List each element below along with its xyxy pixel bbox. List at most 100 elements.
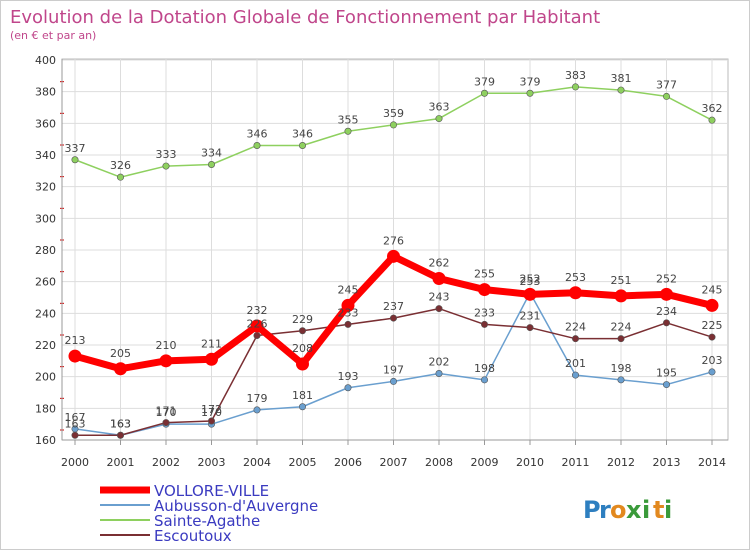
x-tick-label-2007: 2007 xyxy=(380,456,408,469)
data-label-3-2007: 237 xyxy=(383,300,404,313)
series-point-1-2013 xyxy=(662,381,670,389)
series-point-0-2001 xyxy=(114,362,127,376)
series-point-2-2002 xyxy=(162,162,170,170)
data-label-1-2001: 163 xyxy=(110,417,131,430)
series-point-1-2009 xyxy=(480,376,488,384)
series-point-2-2008 xyxy=(435,115,443,123)
series-point-2-2006 xyxy=(344,127,352,135)
data-label-2-2008: 363 xyxy=(429,101,450,114)
data-label-2-2014: 362 xyxy=(702,102,723,115)
data-label-2-2000: 337 xyxy=(65,142,86,155)
data-label-2-2005: 346 xyxy=(292,128,313,141)
data-label-0-2009: 255 xyxy=(474,268,495,281)
x-tick-label-2011: 2011 xyxy=(562,456,590,469)
legend: VOLLORE-VILLEAubusson-d'AuvergneSainte-A… xyxy=(100,482,318,545)
series-point-0-2009 xyxy=(478,283,491,297)
data-label-2-2002: 333 xyxy=(156,148,177,161)
x-tick-label-2012: 2012 xyxy=(607,456,635,469)
data-label-1-2010: 253 xyxy=(520,275,541,288)
data-label-1-2013: 195 xyxy=(656,367,677,380)
data-label-2-2013: 377 xyxy=(656,78,677,91)
data-label-0-2004: 232 xyxy=(247,304,268,317)
legend-label-2: Sainte-Agathe xyxy=(154,512,260,530)
series-point-3-2004 xyxy=(253,331,261,339)
series-point-2-2005 xyxy=(298,142,306,150)
series-point-3-2007 xyxy=(389,314,397,322)
y-tick-label-260: 260 xyxy=(35,276,56,289)
y-tick-label-160: 160 xyxy=(35,434,56,447)
data-label-3-2000: 163 xyxy=(65,417,86,430)
series-point-0-2008 xyxy=(432,272,446,285)
logo-letter: i xyxy=(664,496,672,524)
y-tick-label-300: 300 xyxy=(35,212,56,225)
series-point-1-2005 xyxy=(298,403,306,411)
chart-title: Evolution de la Dotation Globale de Fonc… xyxy=(10,7,600,28)
data-label-3-2012: 224 xyxy=(611,321,632,334)
data-label-3-2009: 233 xyxy=(474,306,495,319)
data-label-2-2009: 379 xyxy=(474,75,495,88)
data-label-1-2006: 193 xyxy=(338,370,359,383)
data-label-3-2011: 224 xyxy=(565,321,586,334)
series-point-0-2014 xyxy=(705,298,719,312)
data-label-2-2011: 383 xyxy=(565,69,586,82)
data-label-1-2012: 198 xyxy=(611,362,632,375)
series-point-0-2013 xyxy=(660,287,673,301)
series-point-3-2006 xyxy=(344,320,352,328)
x-tick-label-2002: 2002 xyxy=(152,456,180,469)
axes: 160 180 200 220 240 260 280 300 320 340 360 380 400 2… xyxy=(35,54,728,469)
series-point-0-2006 xyxy=(341,298,355,312)
data-label-2-2012: 381 xyxy=(611,72,632,85)
series-point-2-2012 xyxy=(617,86,625,94)
series-point-2-2004 xyxy=(253,142,261,150)
series-point-2-2009 xyxy=(480,89,488,97)
x-tick-label-2008: 2008 xyxy=(425,456,453,469)
series-point-0-2003 xyxy=(205,352,218,366)
data-label-1-2008: 202 xyxy=(429,356,450,369)
series-point-2-2001 xyxy=(117,173,125,181)
data-labels: 337 326 333 334 346 346 355 359 363 379 379 383 381 3… xyxy=(65,69,723,430)
x-tick-label-2000: 2000 xyxy=(61,456,89,469)
data-label-0-2014: 245 xyxy=(702,283,723,296)
data-label-1-2002: 170 xyxy=(156,406,177,419)
y-tick-label-360: 360 xyxy=(35,117,56,130)
data-label-3-2004: 226 xyxy=(247,318,268,331)
data-label-3-2014: 225 xyxy=(702,319,723,332)
logo-letter: r xyxy=(599,496,611,524)
x-tick-label-2013: 2013 xyxy=(653,456,681,469)
x-tick-label-2009: 2009 xyxy=(471,456,499,469)
data-label-3-2005: 229 xyxy=(292,313,313,326)
series-point-2-2007 xyxy=(389,121,397,129)
series-point-3-2012 xyxy=(617,335,625,343)
series-point-0-2012 xyxy=(614,289,628,303)
series-point-2-2010 xyxy=(526,89,534,97)
data-label-1-2014: 203 xyxy=(702,354,723,367)
data-label-2-2007: 359 xyxy=(383,107,404,120)
series-point-3-2010 xyxy=(526,324,534,332)
series-point-3-2005 xyxy=(298,327,306,335)
data-label-3-2001: 163 xyxy=(110,417,131,430)
series-point-0-2004 xyxy=(250,319,264,333)
data-label-1-2004: 179 xyxy=(247,392,268,405)
series-point-2-2011 xyxy=(571,83,579,91)
x-tick-label-2004: 2004 xyxy=(243,456,271,469)
series-point-1-2006 xyxy=(344,384,352,392)
series-point-3-2008 xyxy=(435,305,443,313)
data-label-1-2009: 198 xyxy=(474,362,495,375)
series-point-0-2011 xyxy=(569,286,582,300)
x-tick-label-2006: 2006 xyxy=(334,456,362,469)
series-point-2-2014 xyxy=(708,116,716,124)
y-tick-label-380: 380 xyxy=(35,86,56,99)
data-label-3-2006: 233 xyxy=(338,306,359,319)
data-label-0-2013: 252 xyxy=(656,272,677,285)
series-point-1-2014 xyxy=(708,368,716,376)
x-tick-label-2005: 2005 xyxy=(289,456,317,469)
proxiti-logo: Pr o x i t i xyxy=(583,496,672,524)
series-point-1-2008 xyxy=(435,369,443,377)
series-point-0-2000 xyxy=(68,349,82,363)
y-tick-label-320: 320 xyxy=(35,181,56,194)
series-point-3-2000 xyxy=(71,431,79,439)
data-label-0-2012: 251 xyxy=(611,274,632,287)
data-label-0-2000: 213 xyxy=(65,334,86,347)
y-tick-label-180: 180 xyxy=(35,402,56,415)
